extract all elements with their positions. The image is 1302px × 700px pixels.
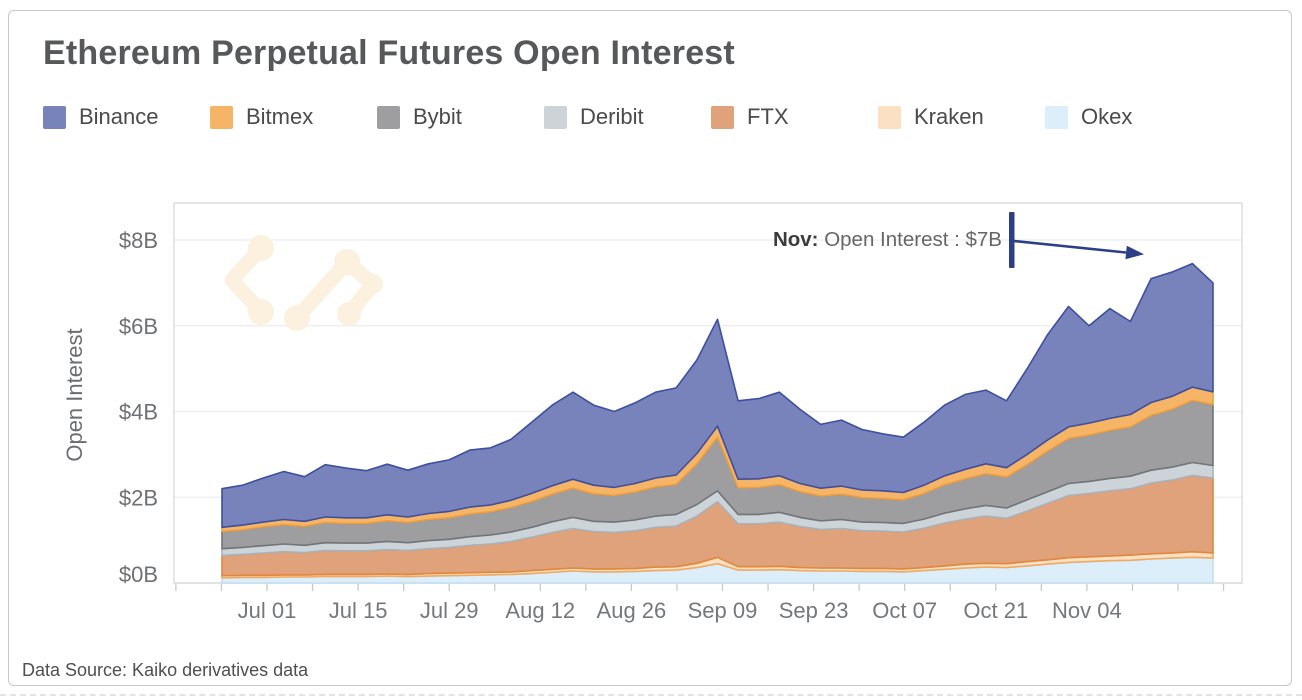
annotation-bar bbox=[1009, 212, 1015, 268]
y-axis-title: Open Interest bbox=[62, 328, 87, 462]
legend-swatch-kraken bbox=[878, 105, 901, 129]
legend-swatch-bitmex bbox=[210, 105, 233, 129]
legend-swatch-ftx bbox=[711, 105, 734, 129]
x-tick-label: Oct 21 bbox=[963, 598, 1028, 623]
annotation-text: Nov: Open Interest : $7B bbox=[602, 228, 1002, 252]
legend-item-ftx[interactable]: FTX bbox=[711, 104, 878, 130]
x-tick-label: Sep 09 bbox=[688, 598, 758, 623]
legend-label-kraken: Kraken bbox=[914, 104, 984, 129]
legend-item-okex[interactable]: Okex bbox=[1045, 104, 1212, 130]
legend: Binance Bitmex Bybit Deribit FTX Kraken Okex bbox=[43, 104, 1212, 130]
page-title: Ethereum Perpetual Futures Open Interest bbox=[43, 34, 735, 72]
legend-label-binance: Binance bbox=[79, 104, 159, 129]
x-tick-label: Jul 15 bbox=[329, 598, 388, 623]
annotation-arrow-group bbox=[1009, 212, 1144, 268]
legend-item-deribit[interactable]: Deribit bbox=[544, 104, 711, 130]
legend-label-deribit: Deribit bbox=[580, 104, 644, 129]
y-tick-label: $2B bbox=[119, 485, 158, 510]
legend-swatch-okex bbox=[1045, 105, 1068, 129]
legend-label-ftx: FTX bbox=[747, 104, 789, 129]
x-tick-label: Aug 12 bbox=[505, 598, 575, 623]
legend-label-okex: Okex bbox=[1081, 104, 1133, 129]
legend-item-bitmex[interactable]: Bitmex bbox=[210, 104, 377, 130]
page-bottom-edge bbox=[0, 694, 1302, 696]
y-tick-label: $4B bbox=[119, 400, 158, 425]
y-tick-label: $0B bbox=[119, 562, 158, 587]
legend-item-kraken[interactable]: Kraken bbox=[878, 104, 1045, 130]
legend-swatch-deribit bbox=[544, 105, 567, 129]
legend-item-binance[interactable]: Binance bbox=[43, 104, 210, 130]
x-tick-label: Jul 01 bbox=[238, 598, 297, 623]
legend-swatch-binance bbox=[43, 105, 66, 129]
y-tick-label: $6B bbox=[119, 314, 158, 339]
x-tick-label: Jul 29 bbox=[420, 598, 479, 623]
x-tick-label: Sep 23 bbox=[779, 598, 849, 623]
y-tick-label: $8B bbox=[119, 228, 158, 253]
legend-label-bitmex: Bitmex bbox=[246, 104, 314, 129]
annotation-value: Open Interest : $7B bbox=[818, 228, 1002, 251]
kaiko-logo-watermark bbox=[224, 235, 383, 331]
axis-layer: Jul 01 Jul 15 Jul 29 Aug 12 Aug 26 Sep 09 Sep … bbox=[119, 228, 1225, 623]
area-binance bbox=[221, 262, 1214, 529]
annotation-arrow-line bbox=[1013, 239, 1127, 254]
legend-item-bybit[interactable]: Bybit bbox=[377, 104, 544, 130]
annotation-arrowhead bbox=[1125, 245, 1144, 260]
x-tick-label: Aug 26 bbox=[597, 598, 667, 623]
x-tick-label: Oct 07 bbox=[872, 598, 937, 623]
x-tick-label: Nov 04 bbox=[1052, 598, 1122, 623]
legend-swatch-bybit bbox=[377, 105, 400, 129]
data-source-note: Data Source: Kaiko derivatives data bbox=[22, 660, 309, 680]
annotation-label: Nov: bbox=[772, 228, 819, 251]
legend-label-bybit: Bybit bbox=[413, 104, 462, 129]
stacked-areas bbox=[221, 262, 1214, 584]
